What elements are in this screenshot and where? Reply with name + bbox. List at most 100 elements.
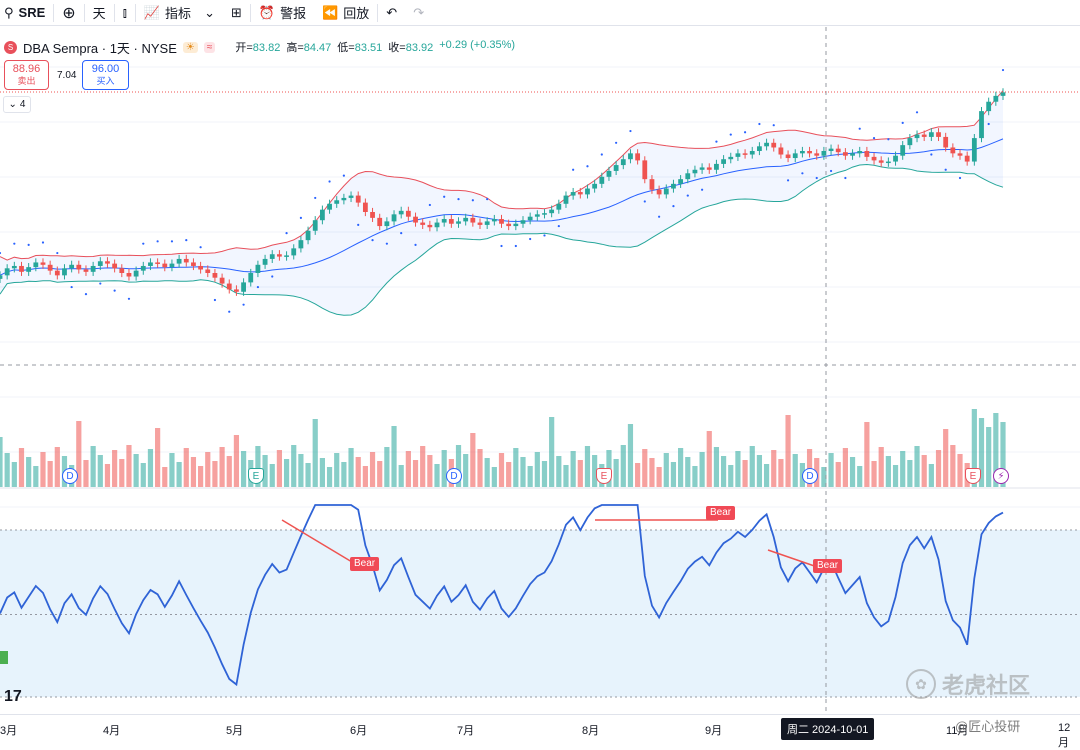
- indicators-collapse-button[interactable]: ⌄ 4: [3, 96, 31, 113]
- sell-button[interactable]: 88.96 卖出: [4, 60, 49, 90]
- volume-bar: [563, 465, 569, 487]
- volume-bar: [298, 454, 304, 487]
- volume-bar: [11, 462, 17, 487]
- sempra-logo-icon: S: [4, 40, 17, 54]
- volume-bar: [993, 413, 999, 487]
- candle-body: [721, 159, 726, 164]
- sar-dot: [285, 232, 288, 235]
- lightning-icon[interactable]: ⚡: [993, 468, 1009, 484]
- volume-bar: [828, 453, 834, 487]
- volume-bar: [728, 465, 734, 487]
- volume-bar: [513, 448, 519, 487]
- volume-bar: [133, 454, 139, 487]
- month-label: 3月: [0, 725, 18, 737]
- close-label: 收: [388, 42, 400, 54]
- sar-dot: [786, 179, 790, 182]
- month-label: 8月: [582, 725, 600, 737]
- high-label: 高: [286, 42, 298, 54]
- volume-bar: [262, 455, 268, 487]
- chevron-down-icon[interactable]: ⌄: [204, 4, 215, 20]
- dividend-marker[interactable]: D: [802, 468, 818, 484]
- candle-body: [370, 212, 375, 218]
- volume-bar: [384, 447, 390, 487]
- candle-body: [491, 219, 497, 222]
- sar-dot: [428, 203, 431, 207]
- price-chart[interactable]: [0, 27, 1080, 714]
- candle-body: [871, 156, 877, 161]
- earnings-marker[interactable]: E: [596, 468, 612, 484]
- candle-body: [334, 200, 340, 204]
- sar-dot: [486, 197, 489, 201]
- candle-body: [291, 248, 297, 256]
- tradingview-logo[interactable]: 17: [4, 688, 22, 705]
- volume-bar: [541, 461, 548, 487]
- dividend-marker[interactable]: D: [62, 468, 78, 484]
- dividend-marker[interactable]: D: [446, 468, 462, 484]
- sar-dot: [342, 174, 345, 177]
- volume-bar: [190, 457, 197, 487]
- earnings-marker[interactable]: E: [248, 468, 264, 484]
- chart-legend: S DBA Sempra · 1天 · NYSE ☀ ≈ 开=83.82 高=8…: [4, 38, 515, 56]
- volume-bar: [484, 458, 490, 487]
- sar-dot: [844, 176, 847, 180]
- indicators-button[interactable]: 📈 指标 ⌄: [136, 0, 223, 26]
- symbol-search-button[interactable]: ⚲ SRE: [0, 0, 53, 26]
- candle-body: [692, 169, 698, 174]
- volume-bar: [699, 452, 705, 487]
- sar-dot: [743, 131, 747, 134]
- volume-bar: [398, 465, 404, 487]
- sar-dot: [99, 282, 102, 285]
- legend-title[interactable]: DBA Sempra · 1天 · NYSE: [23, 40, 177, 56]
- redo-button[interactable]: ↷: [405, 0, 432, 26]
- candle-body: [635, 153, 641, 161]
- replay-button[interactable]: ⏪ 回放: [314, 0, 377, 26]
- earnings-marker[interactable]: E: [965, 468, 981, 484]
- volume-bar: [527, 466, 533, 487]
- alert-button[interactable]: ⏰ 警报: [251, 0, 314, 26]
- candle-body: [950, 147, 956, 154]
- volume-bar: [771, 450, 777, 487]
- indicator-count: 4: [19, 99, 26, 110]
- candle-body: [1000, 92, 1006, 96]
- volume-bar: [892, 465, 899, 487]
- sar-dot: [701, 188, 704, 191]
- volume-bar: [26, 457, 32, 487]
- volume-bar: [176, 462, 182, 487]
- sar-dot: [586, 165, 589, 168]
- interval-button[interactable]: 天: [85, 0, 114, 26]
- candle-body: [83, 269, 89, 272]
- candle-body: [198, 265, 203, 270]
- sar-dot: [858, 127, 861, 130]
- sar-dot: [715, 140, 718, 143]
- sar-dot: [414, 243, 417, 246]
- candle-body: [305, 230, 311, 241]
- undo-button[interactable]: ↶: [378, 0, 405, 26]
- candle-body: [792, 153, 798, 159]
- buy-button[interactable]: 96.00 买入: [82, 60, 129, 90]
- sar-dot: [829, 169, 833, 173]
- sar-dot: [228, 310, 231, 313]
- open-value: 83.82: [252, 42, 281, 54]
- sar-dot: [901, 121, 904, 124]
- month-label: 12月: [1058, 722, 1071, 749]
- change-value: +0.29 (+0.35%): [439, 39, 516, 51]
- sar-dot: [643, 200, 646, 203]
- candle-body: [864, 151, 870, 157]
- volume-bar: [477, 449, 483, 487]
- candle-body: [97, 261, 103, 266]
- chart-type-button[interactable]: ⫾: [115, 0, 135, 26]
- candle-body: [900, 145, 906, 156]
- layouts-button[interactable]: ⊞: [223, 0, 250, 26]
- candle-body: [592, 183, 598, 189]
- volume-bar: [864, 422, 870, 487]
- volume-bar: [763, 464, 770, 487]
- add-symbol-button[interactable]: ⊕: [62, 4, 76, 22]
- volume-bar: [83, 460, 89, 487]
- volume-bar: [885, 456, 891, 487]
- undo-icon: ↶: [386, 4, 398, 20]
- sar-dot: [729, 133, 732, 136]
- sell-price: 88.96: [12, 63, 41, 75]
- volume-bar: [871, 461, 877, 487]
- candle-body: [914, 134, 920, 139]
- time-axis[interactable]: 3月 4月 5月 6月 7月 8月 9月 11月 12月 周二 2024-10-…: [0, 714, 1080, 749]
